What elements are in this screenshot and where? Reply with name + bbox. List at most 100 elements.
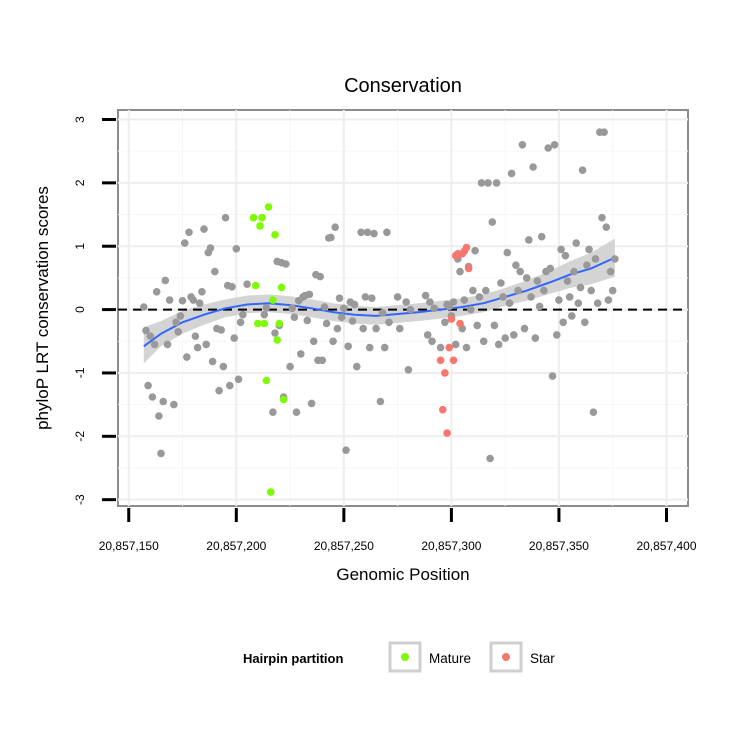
data-point-other (565, 293, 574, 301)
data-point-other (365, 343, 374, 352)
data-point-other (467, 305, 475, 314)
y-tick-label: -3 (73, 494, 87, 505)
data-point-other (140, 303, 148, 311)
legend-label-star: Star (530, 651, 555, 666)
data-point-other (172, 318, 180, 327)
data-point-other (183, 353, 191, 361)
x-axis-title: Genomic Position (336, 565, 469, 584)
data-point-other (307, 399, 316, 408)
data-point-other (155, 412, 163, 420)
data-point-other (292, 408, 301, 417)
data-point-other (215, 386, 223, 395)
data-point-mature (256, 222, 264, 230)
legend-swatch-star (502, 653, 510, 661)
data-point-other (593, 299, 602, 308)
data-point-other (357, 228, 365, 237)
data-point-other (428, 337, 436, 346)
data-point-other (473, 321, 482, 330)
data-point-mature (264, 203, 273, 211)
data-point-other (570, 267, 578, 276)
data-point-other (198, 288, 206, 296)
data-point-other (368, 294, 376, 303)
data-point-other (290, 313, 299, 322)
data-point-other (309, 337, 318, 346)
data-point-other (361, 293, 370, 301)
data-point-other (342, 446, 350, 455)
data-point-other (559, 318, 567, 327)
y-tick-label: 0 (73, 306, 87, 313)
data-point-other (589, 408, 598, 417)
data-point-other (142, 326, 150, 335)
data-point-other (456, 267, 464, 276)
data-point-other (393, 293, 402, 301)
data-point-other (482, 286, 490, 295)
data-point-mature (262, 376, 271, 385)
legend-key-star (489, 641, 523, 673)
data-point-other (479, 337, 488, 346)
data-point-other (501, 334, 510, 342)
data-point-other (150, 340, 159, 349)
smooth-line-group (143, 256, 616, 348)
data-point-other (574, 299, 583, 308)
legend-title: Hairpin partition (243, 651, 343, 666)
data-point-other (344, 342, 353, 351)
data-point-other (512, 261, 520, 270)
data-point-other (550, 141, 559, 149)
data-point-star (441, 369, 449, 377)
x-tick-label: 20,857,200 (206, 539, 266, 553)
data-point-star (439, 405, 447, 414)
data-point-other (469, 286, 477, 295)
data-point-other (243, 280, 251, 289)
data-point-other (228, 283, 236, 291)
data-point-mature (273, 336, 282, 344)
data-point-other (193, 343, 202, 352)
data-point-other (385, 318, 393, 327)
data-point-other (174, 328, 182, 336)
data-point-other (383, 228, 391, 237)
data-point-other (546, 264, 555, 273)
data-point-other (494, 340, 503, 349)
data-point-other (537, 232, 546, 241)
data-point-mature (251, 281, 260, 290)
series-star (436, 243, 473, 437)
data-point-mature (266, 488, 275, 496)
axes: 20,857,150 20,857,200 20,857,250 20,857,300… (73, 116, 697, 553)
data-point-mature (271, 231, 279, 239)
data-point-other (555, 296, 563, 304)
data-point-other (363, 228, 372, 237)
data-point-other (522, 274, 531, 282)
y-tick-label: 2 (73, 179, 87, 186)
data-point-other (449, 298, 458, 306)
data-point-other (239, 310, 247, 319)
data-point-other (604, 296, 613, 304)
legend-label-mature: Mature (429, 651, 471, 666)
data-point-other (436, 343, 445, 352)
data-point-mature (258, 213, 266, 222)
data-point-other (581, 318, 589, 327)
data-point-other (161, 276, 170, 285)
data-point-other (396, 324, 404, 333)
data-point-other (598, 213, 606, 222)
y-axis-title: phyloP LRT conservation scores (33, 186, 52, 430)
data-point-other (602, 223, 611, 231)
data-point-star (456, 319, 464, 328)
data-point-other (176, 312, 185, 320)
data-point-other (583, 261, 591, 270)
data-point-other (370, 229, 378, 238)
data-point-other (262, 303, 271, 312)
data-point-other (608, 286, 617, 295)
y-tick-label: 3 (73, 116, 87, 123)
data-point-other (322, 319, 331, 328)
data-point-other (376, 397, 385, 406)
data-point-other (426, 298, 434, 306)
x-tick-label: 20,857,150 (99, 539, 159, 553)
data-point-other (318, 356, 327, 365)
data-point-other (568, 312, 576, 320)
data-point-other (540, 286, 548, 295)
data-point-mature (249, 213, 258, 222)
data-point-other (152, 288, 161, 296)
data-point-other (548, 372, 557, 380)
data-point-other (316, 272, 325, 281)
data-point-other (525, 236, 533, 244)
